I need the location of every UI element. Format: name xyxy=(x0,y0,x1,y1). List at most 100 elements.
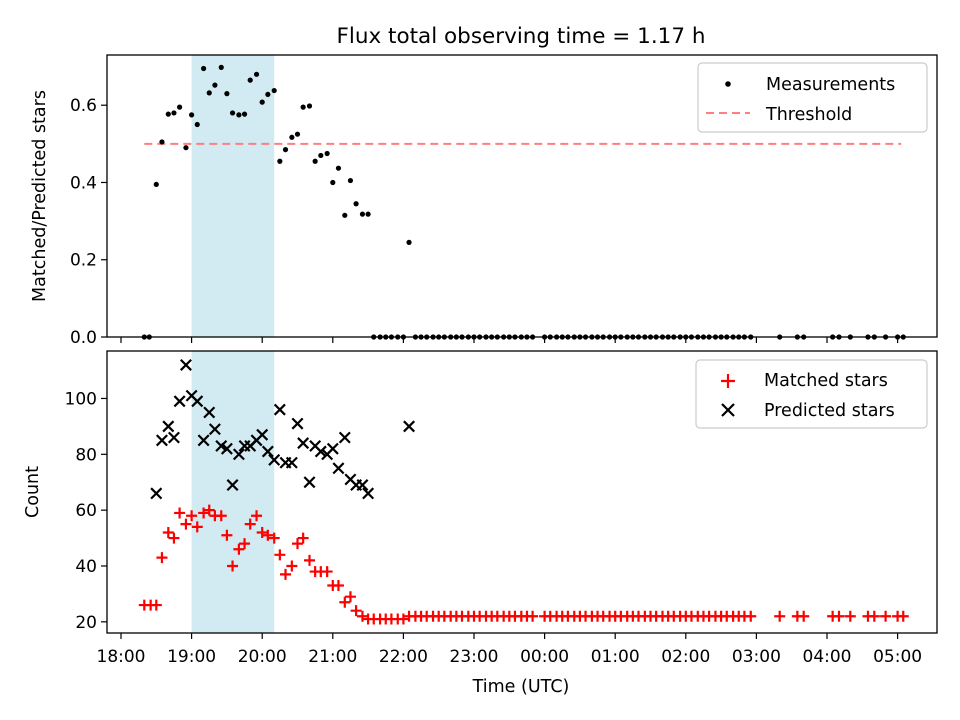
matched-star-marker xyxy=(304,554,316,566)
bottom-axes-frame xyxy=(106,350,938,634)
measurement-point xyxy=(159,139,165,145)
measurement-point xyxy=(306,103,313,109)
matched-star-marker xyxy=(262,529,274,541)
predicted-star-marker xyxy=(314,445,327,458)
measurement-point xyxy=(189,112,195,118)
measurement-point xyxy=(236,112,242,118)
predicted-star-marker xyxy=(362,487,375,500)
matched-star-marker xyxy=(356,610,368,622)
matched-star-marker xyxy=(180,518,192,530)
measurement-point xyxy=(224,91,230,97)
legend-measurements-label: Measurements xyxy=(766,75,895,95)
top-axes-frame xyxy=(106,54,938,338)
measurement-point xyxy=(212,82,218,88)
legend-matched-marker xyxy=(721,374,735,388)
legend-predicted-label: Predicted stars xyxy=(764,401,895,421)
bottom-y-tick-label: 40 xyxy=(75,557,97,577)
measurement-point xyxy=(265,91,271,98)
bottom-x-tick-label: 22:00 xyxy=(379,647,428,667)
legend-threshold-label: Threshold xyxy=(765,105,852,125)
matched-star-marker xyxy=(274,549,286,561)
measurement-point xyxy=(218,64,224,70)
predicted-star-marker xyxy=(155,434,168,447)
bottom-legend: Matched stars Predicted stars xyxy=(695,359,928,429)
top-y-tick-label: 0.2 xyxy=(70,251,97,271)
x-axis-label: Time (UTC) xyxy=(472,677,570,697)
bottom-panel: 20 40 60 80 100 18:00 19:00 20:00 21:00 22:00 23:… xyxy=(23,350,938,697)
bottom-x-tick-label: 04:00 xyxy=(803,647,852,667)
measurement-point xyxy=(241,111,248,117)
predicted-star-marker xyxy=(226,479,239,491)
bottom-y-tick-label: 100 xyxy=(65,389,97,409)
matched-star-marker xyxy=(339,596,351,608)
matched-star-marker xyxy=(279,568,291,580)
matched-star-marker xyxy=(203,504,215,516)
top-observing-window xyxy=(191,55,275,337)
top-y-ticks: 0.0 0.2 0.4 0.6 xyxy=(70,96,107,348)
measurement-point xyxy=(312,158,318,164)
measurement-point xyxy=(347,177,354,184)
matched-star-marker xyxy=(745,610,757,622)
bottom-x-tick-label: 03:00 xyxy=(732,647,781,667)
measurement-point xyxy=(365,211,371,217)
measurement-point xyxy=(176,104,183,110)
bottom-y-tick-label: 80 xyxy=(75,445,97,465)
bottom-x-tick-label: 20:00 xyxy=(238,647,287,667)
top-y-label: Matched/Predicted stars xyxy=(30,90,50,302)
top-legend: Measurements Threshold xyxy=(697,62,928,133)
bottom-x-tick-label: 00:00 xyxy=(520,647,569,667)
measurement-point xyxy=(282,147,289,153)
bottom-y-ticks: 20 40 60 80 100 xyxy=(65,389,107,633)
matched-star-marker xyxy=(286,560,298,572)
matched-star-marker xyxy=(191,521,203,533)
measurement-point xyxy=(153,181,159,188)
top-y-tick-label: 0.0 xyxy=(70,328,97,348)
matched-star-marker xyxy=(880,610,892,622)
matched-star-marker xyxy=(268,532,280,544)
bottom-observing-window xyxy=(191,351,275,633)
top-x-ticks xyxy=(120,337,899,343)
bottom-y-tick-label: 60 xyxy=(75,501,97,521)
predicted-star-marker xyxy=(232,448,245,461)
matched-star-marker xyxy=(174,507,186,519)
matched-star-marker xyxy=(227,560,239,572)
matched-star-marker xyxy=(186,510,198,522)
predicted-star-marker xyxy=(208,423,221,436)
matched-star-marker xyxy=(256,526,268,538)
predicted-star-marker xyxy=(162,420,175,433)
measurement-point xyxy=(406,239,412,245)
matched-star-marker xyxy=(251,510,263,522)
bottom-x-tick-label: 02:00 xyxy=(661,647,710,667)
matched-star-marker xyxy=(297,532,309,544)
matched-star-marker xyxy=(833,610,845,622)
matched-star-marker xyxy=(527,610,539,622)
measurement-point xyxy=(247,77,253,83)
measurement-point xyxy=(324,150,330,157)
legend-measurement-marker xyxy=(725,81,731,87)
predicted-star-marker xyxy=(356,479,369,491)
measurement-point xyxy=(183,145,189,151)
matched-star-marker xyxy=(215,510,227,522)
predicted-star-marker xyxy=(338,431,351,444)
legend-predicted-marker xyxy=(721,403,735,417)
measurement-point xyxy=(171,110,177,116)
measurement-point xyxy=(353,201,359,207)
top-y-tick-label: 0.4 xyxy=(70,173,97,193)
predicted-star-marker xyxy=(332,462,345,475)
measurement-point xyxy=(300,104,306,110)
matched-star-marker xyxy=(798,610,810,622)
bottom-y-label: Count xyxy=(23,466,43,518)
measurement-point xyxy=(165,111,171,117)
matched-star-marker xyxy=(221,529,233,541)
measurement-point xyxy=(335,165,342,171)
bottom-y-tick-label: 20 xyxy=(75,613,97,633)
matched-star-marker xyxy=(233,543,245,555)
top-legend-box xyxy=(697,62,928,133)
matched-star-marker xyxy=(868,610,880,622)
bottom-x-tick-label: 18:00 xyxy=(97,647,146,667)
predicted-star-marker xyxy=(326,442,339,455)
matched-star-marker xyxy=(150,599,162,611)
measurement-point xyxy=(318,152,324,159)
matched-star-marker xyxy=(156,552,168,564)
matched-star-marker xyxy=(897,610,909,622)
